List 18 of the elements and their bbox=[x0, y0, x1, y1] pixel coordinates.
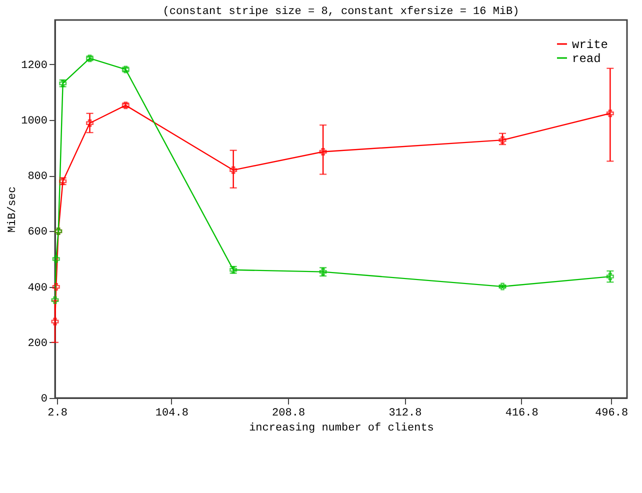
y-axis-title: MiB/sec bbox=[7, 186, 20, 233]
x-axis-title: increasing number of clients bbox=[249, 422, 434, 434]
x-tick-label: 416.8 bbox=[505, 408, 538, 420]
y-tick-label: 1000 bbox=[21, 116, 48, 128]
x-tick-label: 312.8 bbox=[388, 408, 422, 420]
chart-title: (constant stripe size = 8, constant xfersize = 16 MiB) bbox=[162, 6, 520, 18]
y-tick-label: 400 bbox=[28, 282, 48, 294]
y-tick-label: 0 bbox=[40, 394, 48, 406]
y-tick-label: 600 bbox=[28, 226, 48, 239]
x-tick-label: 2.8 bbox=[48, 408, 68, 420]
y-tick-label: 800 bbox=[28, 171, 48, 184]
x-tick-label: 104.8 bbox=[155, 408, 188, 420]
legend-label: read bbox=[572, 52, 601, 66]
y-tick-label: 200 bbox=[28, 338, 48, 350]
y-tick-label: 1200 bbox=[21, 60, 48, 72]
x-tick-label: 208.8 bbox=[272, 408, 306, 420]
legend-label: write bbox=[572, 38, 608, 52]
x-tick-label: 496.8 bbox=[595, 408, 628, 420]
